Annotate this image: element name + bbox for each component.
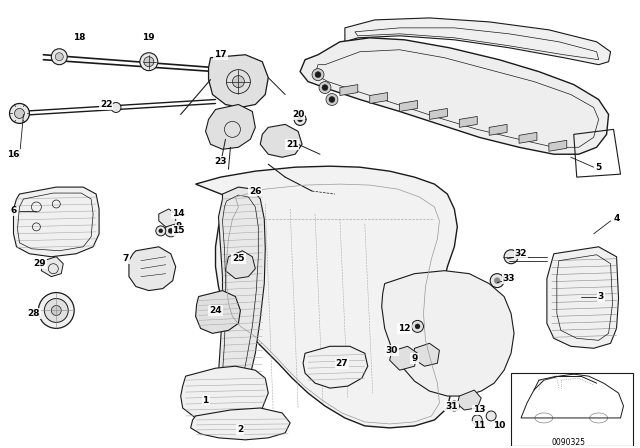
- Circle shape: [322, 85, 328, 90]
- Polygon shape: [303, 346, 368, 388]
- Text: 10: 10: [493, 422, 506, 431]
- Text: 27: 27: [335, 359, 348, 368]
- Polygon shape: [370, 93, 388, 103]
- Polygon shape: [196, 291, 241, 333]
- Circle shape: [472, 415, 482, 425]
- Text: 23: 23: [214, 157, 227, 166]
- Circle shape: [140, 53, 158, 71]
- Polygon shape: [390, 346, 417, 370]
- Text: 29: 29: [33, 259, 45, 268]
- Circle shape: [312, 69, 324, 81]
- Circle shape: [294, 113, 306, 125]
- Polygon shape: [547, 247, 618, 348]
- Circle shape: [504, 250, 518, 264]
- Circle shape: [164, 225, 177, 237]
- Polygon shape: [399, 100, 417, 112]
- Text: 30: 30: [385, 346, 398, 355]
- Polygon shape: [458, 390, 481, 410]
- Text: 19: 19: [143, 33, 155, 42]
- Circle shape: [415, 324, 420, 329]
- Circle shape: [494, 278, 500, 284]
- Text: 22: 22: [100, 100, 112, 109]
- Circle shape: [38, 293, 74, 328]
- Circle shape: [10, 103, 29, 123]
- Polygon shape: [345, 18, 611, 65]
- Circle shape: [51, 306, 61, 315]
- Circle shape: [319, 82, 331, 94]
- Polygon shape: [549, 140, 567, 151]
- Circle shape: [298, 117, 303, 122]
- Text: 11: 11: [473, 422, 486, 431]
- Text: 9: 9: [412, 354, 418, 363]
- Text: 2: 2: [237, 426, 243, 435]
- Text: 21: 21: [286, 140, 298, 149]
- Text: 17: 17: [214, 50, 227, 59]
- Circle shape: [159, 229, 163, 233]
- Polygon shape: [129, 247, 176, 291]
- Text: 7: 7: [123, 254, 129, 263]
- Circle shape: [449, 401, 460, 411]
- Polygon shape: [460, 116, 477, 127]
- Polygon shape: [42, 257, 63, 277]
- Text: 16: 16: [7, 150, 20, 159]
- Polygon shape: [225, 251, 255, 279]
- Text: 8: 8: [175, 222, 182, 231]
- Text: 6: 6: [10, 207, 17, 215]
- Polygon shape: [340, 85, 358, 95]
- Polygon shape: [381, 271, 514, 396]
- Polygon shape: [429, 108, 447, 120]
- Circle shape: [44, 298, 68, 323]
- Polygon shape: [300, 38, 609, 154]
- Polygon shape: [413, 343, 440, 366]
- Polygon shape: [159, 209, 176, 227]
- Text: 26: 26: [249, 186, 262, 196]
- Polygon shape: [489, 125, 507, 135]
- Text: 20: 20: [292, 110, 304, 119]
- Text: 24: 24: [209, 306, 222, 315]
- Polygon shape: [216, 187, 265, 420]
- Text: 25: 25: [232, 254, 244, 263]
- Circle shape: [51, 49, 67, 65]
- Circle shape: [412, 320, 424, 332]
- Polygon shape: [191, 408, 290, 440]
- Circle shape: [144, 57, 154, 67]
- Circle shape: [156, 226, 166, 236]
- Text: 5: 5: [595, 163, 602, 172]
- Circle shape: [329, 96, 335, 103]
- Text: 15: 15: [172, 226, 185, 235]
- Text: 1: 1: [202, 396, 209, 405]
- Text: 12: 12: [398, 324, 411, 333]
- Polygon shape: [209, 55, 268, 108]
- Circle shape: [486, 411, 496, 421]
- Text: 31: 31: [445, 401, 458, 410]
- Text: 13: 13: [473, 405, 486, 414]
- Polygon shape: [519, 132, 537, 143]
- Circle shape: [315, 72, 321, 78]
- Text: 4: 4: [613, 215, 620, 224]
- Polygon shape: [205, 104, 255, 149]
- Text: 14: 14: [172, 210, 185, 219]
- Text: 18: 18: [73, 33, 85, 42]
- Text: 0090325: 0090325: [552, 438, 586, 447]
- Circle shape: [15, 108, 24, 118]
- Text: 33: 33: [503, 274, 515, 283]
- Polygon shape: [260, 125, 302, 157]
- Circle shape: [232, 76, 244, 87]
- Polygon shape: [180, 366, 268, 423]
- Polygon shape: [13, 187, 99, 257]
- Text: 28: 28: [27, 309, 40, 318]
- Circle shape: [111, 103, 121, 112]
- Circle shape: [168, 228, 173, 233]
- Text: 3: 3: [598, 292, 604, 301]
- Polygon shape: [196, 166, 458, 428]
- Circle shape: [490, 274, 504, 288]
- Circle shape: [55, 53, 63, 60]
- Circle shape: [326, 94, 338, 105]
- Text: 32: 32: [515, 249, 527, 258]
